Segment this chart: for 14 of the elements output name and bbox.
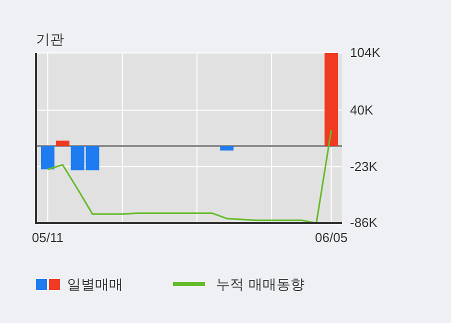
bar <box>324 53 338 146</box>
bar <box>56 140 70 146</box>
bar <box>220 146 234 151</box>
legend-label: 누적 매매동향 <box>216 277 304 293</box>
y-tick-label: 40K <box>350 102 374 118</box>
legend-label: 일별매매 <box>67 277 123 293</box>
chart-title: 기관 <box>36 32 64 48</box>
y-tick-label: 104K <box>350 45 381 60</box>
x-tick-label: 05/11 <box>32 230 64 246</box>
y-tick-label: -86K <box>350 215 378 230</box>
x-tick-label: 06/05 <box>315 230 348 246</box>
line-series <box>46 129 332 224</box>
y-tick-label: -23K <box>350 158 378 174</box>
bar <box>40 146 54 170</box>
